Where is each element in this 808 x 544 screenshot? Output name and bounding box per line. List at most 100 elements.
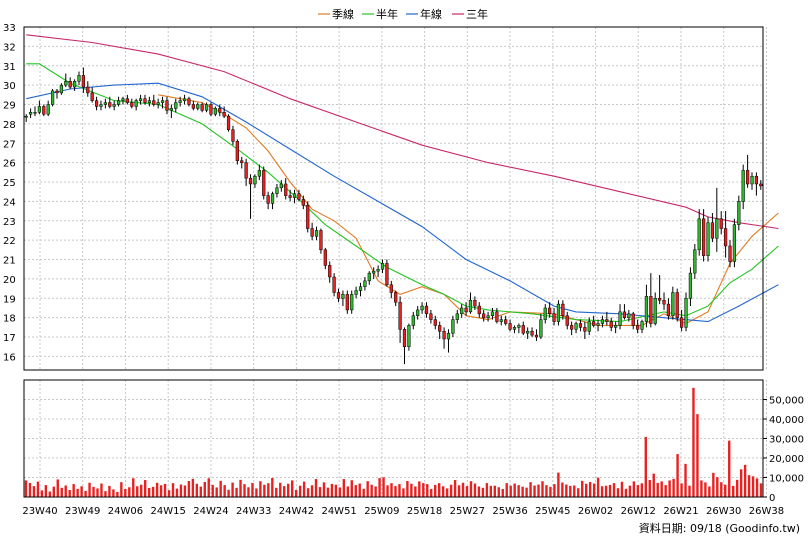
- candle: [649, 273, 653, 328]
- volume-bar: [704, 482, 707, 497]
- volume-bar: [40, 490, 44, 497]
- candle-body: [28, 112, 33, 115]
- volume-bar: [688, 485, 691, 497]
- candle: [490, 307, 495, 320]
- candle-body: [741, 170, 745, 202]
- volume-bar: [124, 489, 127, 497]
- candle: [354, 286, 358, 299]
- volume-bar: [92, 486, 95, 497]
- candle: [697, 209, 701, 256]
- candle-body: [407, 325, 411, 347]
- candle-body: [662, 299, 666, 305]
- volume-bar: [203, 481, 206, 497]
- volume-bar: [294, 489, 298, 497]
- candle-body: [24, 115, 28, 118]
- volume-bar: [445, 488, 449, 497]
- volume-bar: [211, 484, 214, 497]
- price-tick-label: 16: [3, 352, 16, 363]
- volume-bar: [624, 488, 628, 497]
- volume-bar: [545, 485, 548, 497]
- candle-body: [477, 305, 481, 315]
- volume-bar: [219, 480, 222, 497]
- candle-body: [592, 321, 596, 326]
- candle-body: [108, 102, 112, 107]
- volume-bar: [271, 477, 274, 497]
- candle: [486, 311, 490, 322]
- legend-item-year: 年線: [406, 7, 442, 21]
- volume-bar: [728, 440, 731, 497]
- volume-bar: [151, 486, 155, 497]
- candle: [306, 201, 310, 233]
- volume-bar: [44, 485, 48, 497]
- candle: [438, 321, 442, 339]
- volume-bar: [465, 486, 469, 497]
- candle-body: [68, 81, 72, 88]
- candle-body: [231, 129, 235, 142]
- candle: [363, 276, 367, 291]
- candle: [297, 189, 301, 202]
- candle-body: [653, 298, 657, 324]
- candle-body: [706, 222, 710, 256]
- candle-body: [521, 325, 525, 334]
- volume-bar: [350, 480, 353, 497]
- price-tick-label: 24: [3, 197, 16, 208]
- legend-item-half-year: 半年: [362, 7, 398, 21]
- candle: [94, 96, 99, 111]
- candle-body: [178, 100, 182, 103]
- volume-bar: [521, 486, 524, 497]
- candle-body: [121, 98, 125, 101]
- candle-body: [574, 323, 578, 330]
- candle: [455, 309, 459, 324]
- candle: [262, 166, 266, 200]
- volume-bar: [577, 488, 580, 497]
- candle-body: [376, 268, 380, 272]
- candle: [292, 189, 297, 204]
- volume-bar: [434, 484, 437, 497]
- volume-bar: [159, 485, 163, 497]
- volume-bar: [561, 482, 564, 497]
- candle: [596, 319, 600, 332]
- candle: [394, 290, 398, 307]
- candle: [680, 309, 684, 332]
- candle: [534, 329, 539, 341]
- candle: [702, 209, 706, 262]
- candle-body: [262, 170, 266, 196]
- candle-body: [482, 313, 486, 318]
- candle: [592, 315, 596, 328]
- volume-bar: [290, 480, 294, 497]
- candle: [253, 174, 257, 188]
- candle: [684, 292, 688, 332]
- candle: [345, 290, 349, 314]
- candle-body: [306, 205, 310, 229]
- x-tick-label: 24W51: [321, 506, 356, 517]
- candle-body: [72, 81, 77, 88]
- candle: [64, 73, 68, 88]
- volume-bar: [342, 479, 346, 497]
- x-tick-label: 26W30: [706, 506, 741, 517]
- candle-body: [495, 311, 499, 322]
- volume-bar: [275, 487, 278, 497]
- volume-bar: [573, 485, 576, 497]
- candle: [350, 290, 354, 314]
- candle-body: [688, 272, 693, 299]
- volume-bar: [120, 482, 123, 497]
- candle: [565, 311, 569, 330]
- candle-body: [745, 170, 750, 185]
- volume-bar: [588, 481, 592, 497]
- volume-bar: [302, 481, 306, 497]
- candle-body: [504, 319, 508, 324]
- volume-bar: [255, 488, 258, 497]
- candle-body: [416, 309, 420, 316]
- candle: [508, 319, 512, 332]
- candle: [574, 321, 578, 334]
- volume-bar: [668, 480, 671, 497]
- candle: [178, 96, 182, 107]
- volume-bar: [358, 483, 361, 497]
- candle: [605, 311, 609, 326]
- candle: [636, 319, 640, 334]
- legend-label: 三年: [466, 7, 488, 21]
- candle-body: [658, 298, 662, 301]
- candle: [754, 172, 759, 196]
- volume-bar: [374, 486, 377, 497]
- candle: [473, 296, 477, 310]
